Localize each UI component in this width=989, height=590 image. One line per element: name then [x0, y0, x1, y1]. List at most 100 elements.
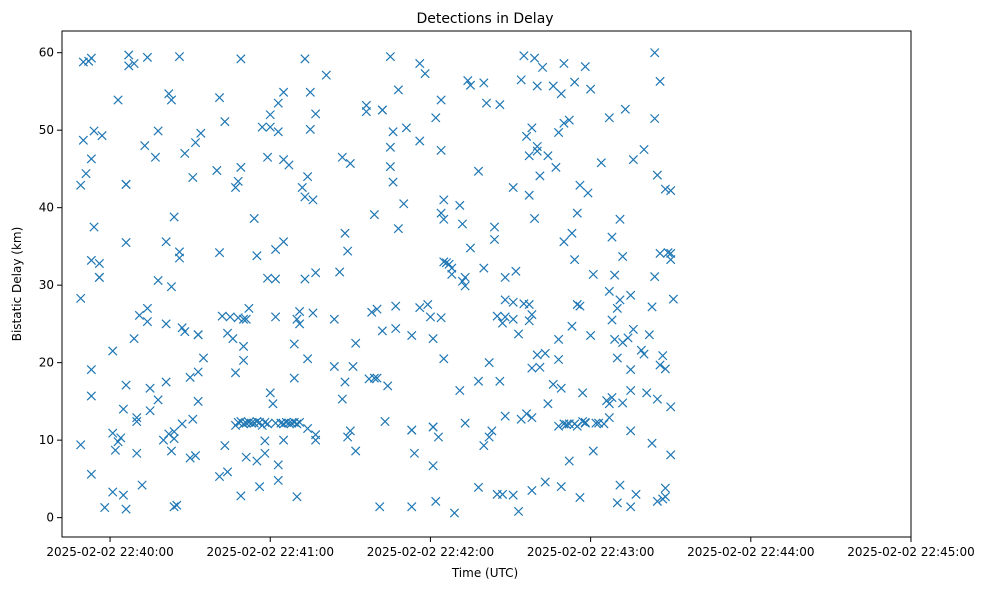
data-point-marker: [655, 360, 665, 370]
data-point-marker: [270, 244, 281, 255]
data-point-marker: [273, 460, 283, 470]
data-point-marker: [615, 480, 625, 490]
data-point-marker: [588, 269, 598, 279]
data-point-marker: [161, 237, 171, 247]
data-point-marker: [444, 259, 454, 269]
data-point-marker: [548, 81, 558, 91]
data-point-marker: [407, 425, 417, 435]
data-point-marker: [516, 75, 526, 85]
data-point-marker: [372, 304, 382, 314]
data-point-marker: [618, 398, 628, 408]
data-point-marker: [177, 419, 187, 429]
data-point-marker: [76, 440, 86, 450]
data-point-marker: [329, 314, 339, 324]
data-point-marker: [423, 299, 433, 310]
data-point-marker: [220, 440, 230, 451]
data-point-marker: [604, 413, 614, 423]
data-point-marker: [628, 324, 638, 334]
data-point-marker: [118, 404, 129, 414]
data-point-marker: [278, 435, 289, 445]
data-point-marker: [513, 329, 524, 339]
data-point-marker: [108, 346, 118, 356]
data-point-marker: [428, 334, 438, 344]
data-point-marker: [161, 377, 171, 387]
y-tick-label: 40: [39, 201, 54, 215]
data-point-marker: [273, 475, 283, 486]
data-point-marker: [465, 243, 476, 253]
data-point-marker: [278, 87, 289, 97]
plot-frame: [61, 30, 912, 538]
data-point-marker: [391, 323, 401, 334]
data-point-marker: [369, 373, 379, 383]
data-point-marker: [257, 122, 267, 132]
data-point-marker: [642, 388, 652, 398]
data-point-marker: [185, 372, 195, 382]
data-point-marker: [329, 361, 339, 372]
data-point-marker: [473, 482, 484, 493]
data-point-marker: [233, 417, 243, 427]
data-point-marker: [343, 432, 353, 442]
data-point-marker: [564, 115, 574, 125]
data-point-marker: [495, 376, 505, 386]
data-point-marker: [158, 435, 169, 445]
data-point-marker: [473, 376, 484, 386]
data-point-marker: [193, 330, 203, 340]
data-point-marker: [169, 433, 179, 444]
data-point-marker: [553, 127, 564, 138]
data-point-marker: [391, 301, 401, 311]
data-point-marker: [388, 127, 398, 137]
data-point-marker: [142, 316, 153, 327]
x-tick-label: 2025-02-02 22:45:00: [847, 545, 974, 559]
data-point-marker: [212, 165, 222, 176]
data-point-marker: [196, 128, 206, 138]
data-point-marker: [650, 48, 660, 58]
data-point-marker: [650, 272, 660, 282]
data-point-marker: [302, 172, 313, 182]
data-point-marker: [508, 490, 518, 500]
data-point-marker: [660, 364, 671, 374]
data-point-marker: [86, 154, 96, 164]
data-point-marker: [652, 170, 662, 180]
data-point-marker: [508, 314, 518, 324]
data-point-marker: [612, 303, 622, 314]
data-point-marker: [537, 62, 548, 73]
data-point-marker: [655, 76, 665, 86]
data-point-marker: [300, 274, 310, 284]
data-point-marker: [108, 487, 118, 497]
y-axis: 0 10 20 30 40 50 60: [39, 46, 62, 525]
data-point-marker: [479, 263, 489, 273]
data-point-marker: [628, 155, 638, 165]
data-point-marker: [567, 228, 577, 238]
data-point-marker: [145, 383, 155, 393]
data-point-marker: [585, 330, 596, 341]
data-point-marker: [532, 141, 542, 152]
data-point-marker: [460, 281, 470, 291]
data-point-marker: [311, 435, 321, 445]
data-point-marker: [238, 419, 249, 429]
data-point-marker: [527, 485, 537, 496]
data-point-marker: [521, 409, 532, 419]
data-point-marker: [532, 81, 542, 91]
data-point-marker: [190, 451, 201, 461]
data-point-marker: [129, 334, 139, 344]
data-point-marker: [607, 315, 617, 325]
data-point-marker: [110, 445, 121, 455]
data-point-marker: [294, 417, 305, 427]
data-point-marker: [380, 416, 390, 427]
data-point-marker: [244, 303, 254, 314]
data-point-marker: [294, 319, 305, 329]
data-point-marker: [655, 248, 665, 259]
data-point-marker: [214, 247, 225, 258]
data-point-marker: [230, 368, 241, 378]
data-point-marker: [455, 385, 465, 396]
data-point-marker: [548, 379, 558, 389]
data-point-marker: [289, 373, 299, 383]
data-point-marker: [626, 426, 636, 436]
data-point-marker: [305, 124, 315, 135]
data-point-marker: [455, 200, 465, 210]
data-point-marker: [561, 420, 572, 430]
data-point-marker: [351, 446, 361, 456]
data-point-marker: [529, 213, 540, 224]
data-point-marker: [348, 361, 358, 372]
chart-title: Detections in Delay: [416, 11, 553, 27]
